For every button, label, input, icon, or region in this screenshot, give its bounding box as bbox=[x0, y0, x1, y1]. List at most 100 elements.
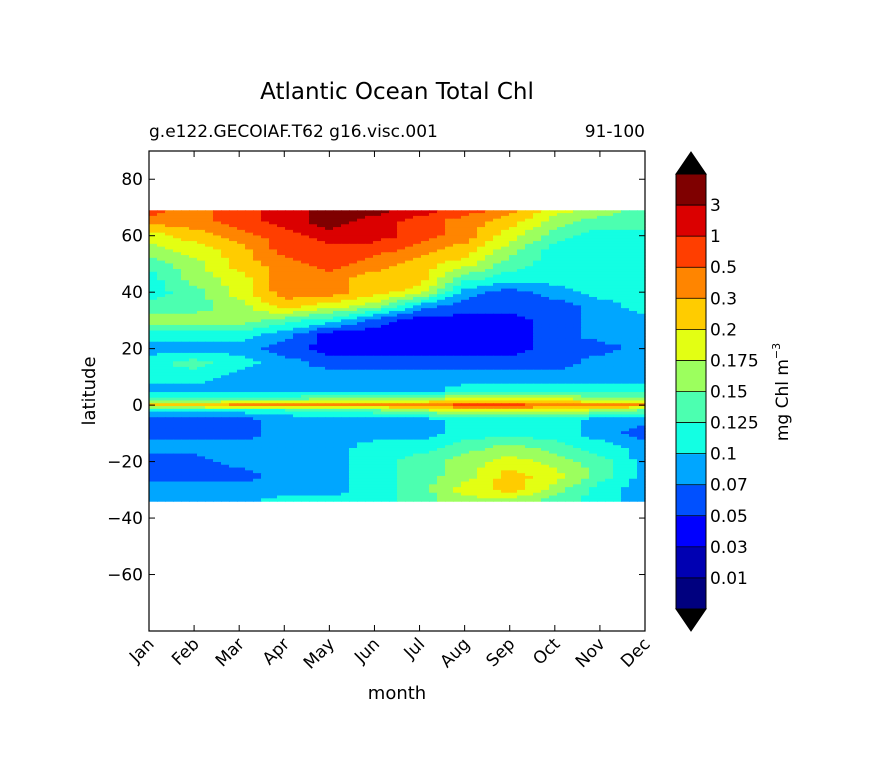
heatmap-cell bbox=[277, 232, 286, 237]
heatmap-cell bbox=[317, 255, 326, 259]
heatmap-cell bbox=[397, 319, 406, 323]
heatmap-cell bbox=[437, 257, 446, 262]
heatmap-cell bbox=[421, 210, 430, 214]
heatmap-cell bbox=[629, 358, 638, 362]
heatmap-cell bbox=[221, 313, 230, 318]
heatmap-cell bbox=[253, 299, 262, 304]
heatmap-cell bbox=[589, 235, 598, 239]
heatmap-cell bbox=[325, 341, 334, 346]
heatmap-cell bbox=[317, 257, 326, 262]
heatmap-cell bbox=[213, 224, 222, 228]
heatmap-cell bbox=[277, 330, 286, 334]
heatmap-cell bbox=[405, 227, 414, 231]
heatmap-cell bbox=[381, 243, 390, 248]
heatmap-cell bbox=[341, 252, 350, 256]
heatmap-cell bbox=[253, 355, 262, 360]
heatmap-cell bbox=[149, 344, 158, 348]
heatmap-cell bbox=[613, 361, 622, 365]
heatmap-cell bbox=[397, 333, 406, 337]
heatmap-cell bbox=[573, 221, 582, 225]
heatmap-cell bbox=[325, 269, 334, 273]
heatmap-cell bbox=[589, 285, 598, 290]
heatmap-cell bbox=[149, 313, 158, 318]
heatmap-cell bbox=[573, 288, 582, 292]
heatmap-cell bbox=[437, 327, 446, 332]
heatmap-cell bbox=[317, 235, 326, 239]
heatmap-cell bbox=[581, 319, 590, 323]
heatmap-cell bbox=[461, 366, 470, 371]
heatmap-cell bbox=[597, 269, 606, 273]
heatmap-cell bbox=[397, 361, 406, 365]
heatmap-cell bbox=[413, 361, 422, 365]
heatmap-cell bbox=[573, 266, 582, 270]
heatmap-cell bbox=[565, 274, 574, 279]
heatmap-cell bbox=[485, 294, 494, 298]
heatmap-cell bbox=[381, 235, 390, 239]
heatmap-cell bbox=[541, 299, 550, 304]
heatmap-cell bbox=[245, 324, 254, 329]
heatmap-cell bbox=[445, 296, 454, 301]
heatmap-cell bbox=[621, 350, 630, 354]
heatmap-cell bbox=[565, 255, 574, 259]
heatmap-cell bbox=[637, 285, 646, 290]
heatmap-cell bbox=[597, 288, 606, 292]
heatmap-cell bbox=[557, 218, 566, 223]
heatmap-cell bbox=[221, 366, 230, 371]
heatmap-cell bbox=[293, 218, 302, 223]
heatmap-cell bbox=[237, 338, 246, 343]
heatmap-cell bbox=[397, 266, 406, 270]
heatmap-cell bbox=[365, 336, 374, 340]
heatmap-cell bbox=[325, 213, 334, 217]
heatmap-cell bbox=[181, 269, 190, 273]
heatmap-cell bbox=[573, 336, 582, 340]
heatmap-cell bbox=[581, 238, 590, 242]
heatmap-cell bbox=[533, 308, 542, 312]
heatmap-cell bbox=[533, 241, 542, 245]
heatmap-cell bbox=[309, 369, 318, 374]
heatmap-cell bbox=[597, 369, 606, 374]
heatmap-cell bbox=[541, 232, 550, 237]
heatmap-cell bbox=[629, 319, 638, 323]
heatmap-cell bbox=[237, 238, 246, 242]
heatmap-cell bbox=[501, 361, 510, 365]
heatmap-cell bbox=[525, 338, 534, 343]
heatmap-cell bbox=[629, 361, 638, 365]
heatmap-cell bbox=[581, 271, 590, 276]
heatmap-cell bbox=[229, 378, 238, 382]
heatmap-cell bbox=[381, 255, 390, 259]
heatmap-cell bbox=[533, 327, 542, 332]
heatmap-cell bbox=[341, 271, 350, 276]
heatmap-cell bbox=[557, 252, 566, 256]
heatmap-cell bbox=[165, 274, 174, 279]
heatmap-cell bbox=[453, 358, 462, 362]
heatmap-cell bbox=[469, 324, 478, 329]
heatmap-cell bbox=[429, 257, 438, 262]
heatmap-cell bbox=[621, 358, 630, 362]
heatmap-cell bbox=[261, 218, 270, 223]
heatmap-cell bbox=[373, 355, 382, 360]
heatmap-cell bbox=[277, 347, 286, 351]
heatmap-cell bbox=[253, 246, 262, 251]
heatmap-cell bbox=[301, 257, 310, 262]
heatmap-cell bbox=[637, 246, 646, 251]
heatmap-cell bbox=[629, 218, 638, 223]
heatmap-cell bbox=[477, 271, 486, 276]
heatmap-cell bbox=[557, 255, 566, 259]
heatmap-cell bbox=[445, 330, 454, 334]
heatmap-cell bbox=[181, 327, 190, 332]
heatmap-cell bbox=[517, 238, 526, 242]
heatmap-cell bbox=[173, 366, 182, 371]
heatmap-cell bbox=[381, 294, 390, 298]
heatmap-cell bbox=[589, 375, 598, 379]
heatmap-cell bbox=[173, 341, 182, 346]
heatmap-cell bbox=[253, 372, 262, 376]
heatmap-cell bbox=[357, 338, 366, 343]
heatmap-cell bbox=[165, 336, 174, 340]
heatmap-cell bbox=[293, 294, 302, 298]
heatmap-cell bbox=[317, 369, 326, 374]
heatmap-cell bbox=[261, 260, 270, 265]
heatmap-cell bbox=[157, 316, 166, 320]
heatmap-cell bbox=[613, 260, 622, 265]
heatmap-cell bbox=[237, 246, 246, 251]
heatmap-cell bbox=[309, 271, 318, 276]
